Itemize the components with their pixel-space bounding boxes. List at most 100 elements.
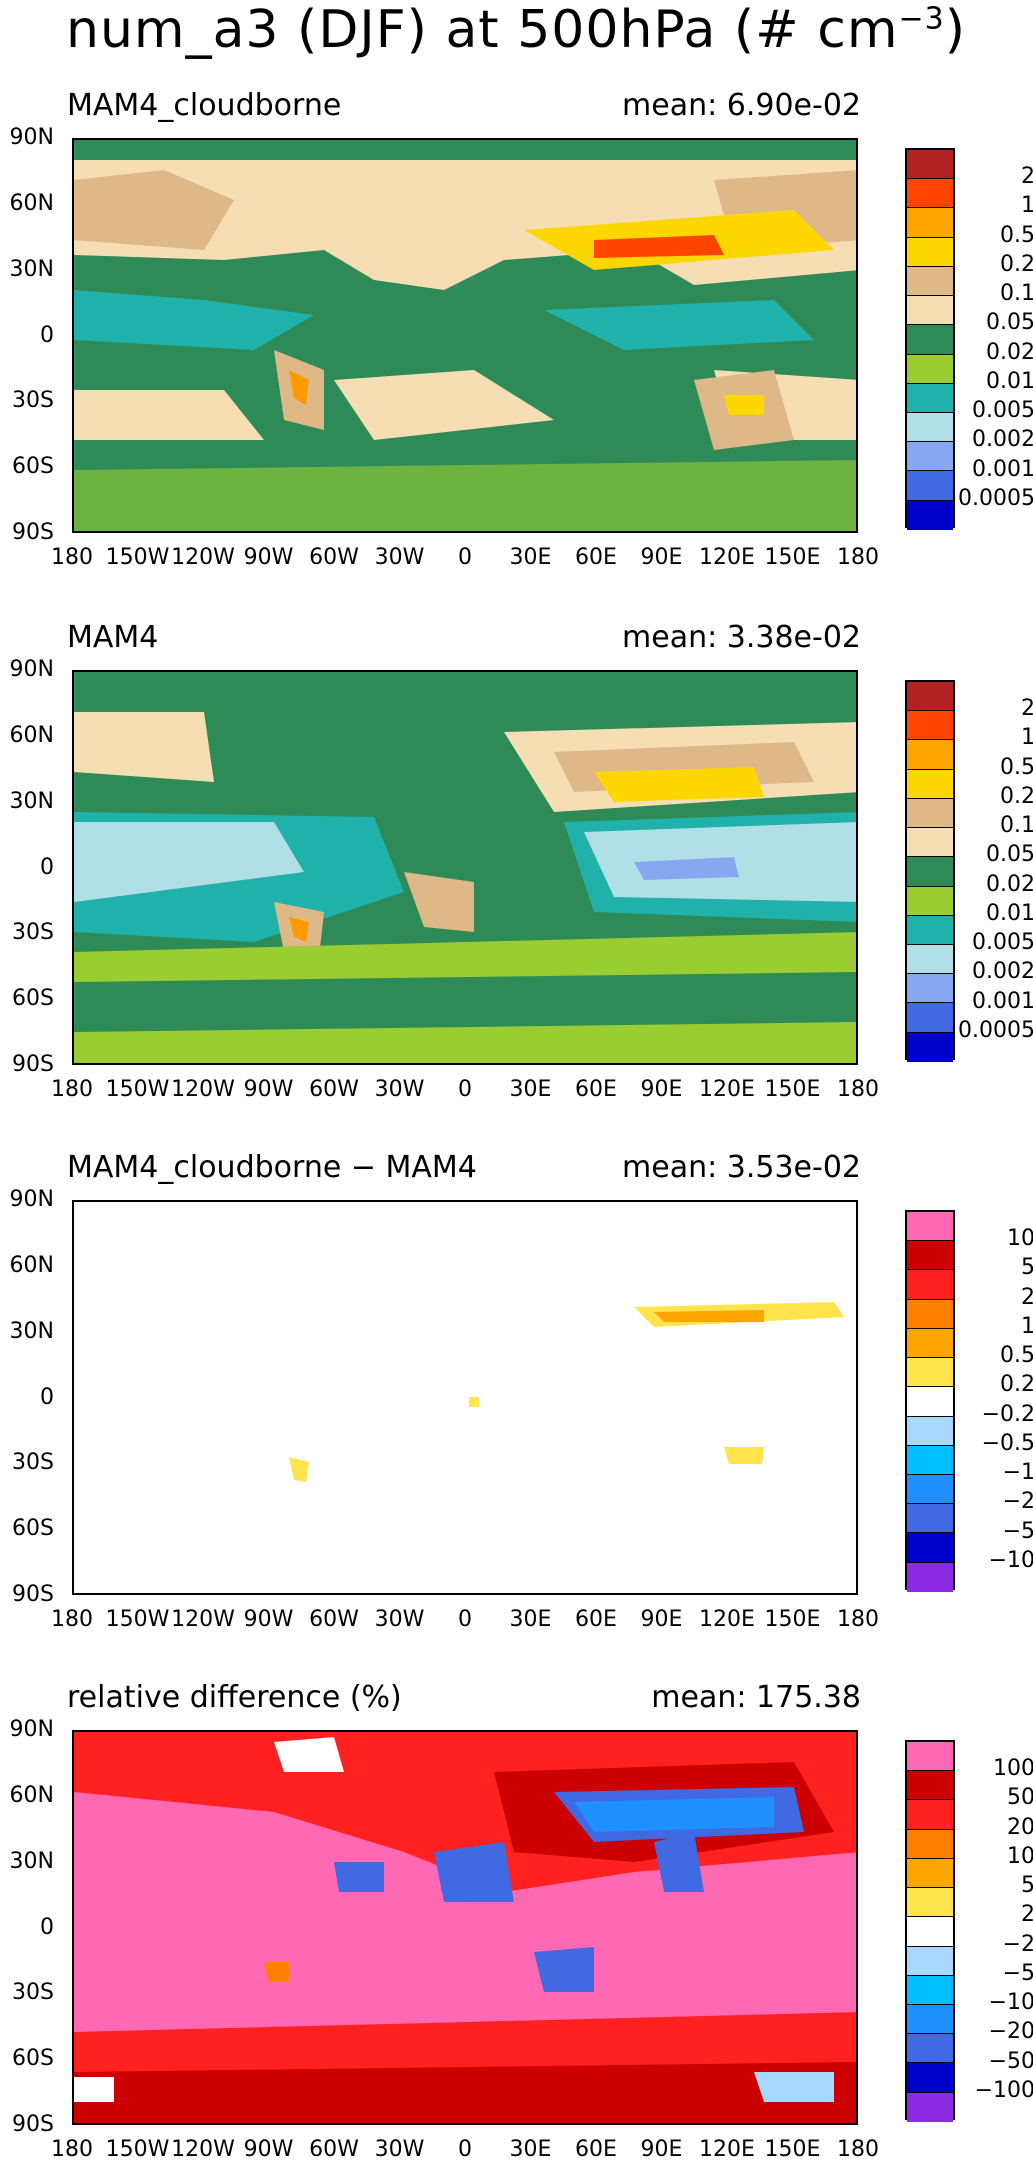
colorbar-label: −100 <box>974 2077 1033 2103</box>
colorbar-label: 0.5 <box>1000 1343 1033 1369</box>
lon-tick-label: 180 <box>51 1077 93 1102</box>
colorbar-label: 50 <box>1007 1785 1033 1811</box>
colorbar-label: 0.001 <box>972 988 1033 1014</box>
colorbar-swatch <box>907 1416 953 1446</box>
lat-tick-label: 30S <box>12 1450 54 1476</box>
panel-title: MAM4 <box>67 620 159 655</box>
colorbar-swatch <box>907 682 953 712</box>
colorbar-swatch <box>907 1358 953 1388</box>
lat-tick-label: 90S <box>12 2112 54 2137</box>
colorbar-swatch <box>907 500 953 530</box>
lat-tick-label: 30S <box>12 388 54 414</box>
colorbar-swatch <box>907 1800 953 1830</box>
colorbar-swatch <box>907 1032 953 1062</box>
panel-mean: mean: 3.38e-02 <box>622 620 861 655</box>
lat-tick-label: 90N <box>9 1187 54 1212</box>
colorbar-swatch <box>907 944 953 975</box>
colorbar-swatch <box>907 296 953 326</box>
colorbar-label: −10 <box>988 1990 1033 2016</box>
lon-tick-label: 150W <box>105 1607 170 1632</box>
lon-tick-label: 150E <box>764 1077 821 1102</box>
panel-title: MAM4_cloudborne <box>67 88 342 123</box>
lon-tick-label: 120E <box>699 1077 755 1102</box>
colorbar-label: 0.1 <box>1000 813 1033 839</box>
lat-tick-label: 0 <box>40 854 54 880</box>
colorbar-swatch <box>907 1742 953 1772</box>
colorbar-label: 0.0005 <box>958 485 1033 511</box>
map-plot <box>72 138 858 533</box>
colorbar-swatch <box>907 1771 953 1801</box>
lon-tick-label: 0 <box>458 545 472 570</box>
lat-tick-label: 0 <box>40 322 54 348</box>
lon-tick-label: 90W <box>243 545 294 570</box>
colorbar-label: 0.2 <box>1000 251 1033 277</box>
lat-tick-label: 90N <box>9 657 54 682</box>
colorbar-label: 0.002 <box>972 427 1033 453</box>
lat-tick-label: 90N <box>9 1717 54 1742</box>
colorbar-label: 2 <box>1021 696 1033 722</box>
colorbar <box>905 680 955 1062</box>
lon-tick-label: 60W <box>309 545 359 570</box>
lat-tick-label: 90S <box>12 520 54 545</box>
colorbar-swatch <box>907 1888 953 1918</box>
lon-tick-label: 150W <box>105 545 170 570</box>
colorbar-swatch <box>907 974 953 1004</box>
lon-tick-label: 180 <box>51 2137 93 2162</box>
lon-tick-label: 120E <box>699 545 755 570</box>
colorbar-label: 20 <box>1007 1814 1033 1840</box>
colorbar-swatch <box>907 325 953 355</box>
lat-tick-label: 60S <box>12 986 54 1012</box>
lon-tick-label: 60E <box>575 545 617 570</box>
colorbar-swatch <box>907 237 953 267</box>
colorbar-label: −1 <box>1002 1460 1033 1486</box>
lat-tick-label: 90S <box>12 1052 54 1077</box>
colorbar-swatch <box>907 442 953 472</box>
colorbar-swatch <box>907 1946 953 1976</box>
lon-tick-label: 0 <box>458 1077 472 1102</box>
colorbar-label: 100 <box>993 1756 1033 1782</box>
colorbar-swatch <box>907 1858 953 1889</box>
colorbar-label: −20 <box>988 2019 1033 2045</box>
colorbar-swatch <box>907 1241 953 1271</box>
lon-tick-label: 180 <box>837 545 879 570</box>
colorbar-label: −5 <box>1002 1960 1033 1986</box>
panel-title: MAM4_cloudborne − MAM4 <box>67 1150 477 1185</box>
lon-tick-label: 120W <box>171 2137 235 2162</box>
colorbar-swatch <box>907 1270 953 1300</box>
lon-tick-label: 180 <box>837 1607 879 1632</box>
colorbar-swatch <box>907 1212 953 1242</box>
lon-tick-label: 60E <box>575 1077 617 1102</box>
colorbar <box>905 1740 955 2122</box>
colorbar-swatch <box>907 1299 953 1329</box>
colorbar-label: 2 <box>1021 164 1033 190</box>
lat-tick-label: 60N <box>9 1252 54 1278</box>
map-plot <box>72 670 858 1065</box>
colorbar-label: 10 <box>1007 1843 1033 1869</box>
figure-title: num_a3 (DJF) at 500hPa (# cm−3) <box>66 0 967 60</box>
lon-tick-label: 180 <box>837 1077 879 1102</box>
colorbar-label: 0.5 <box>1000 222 1033 248</box>
lat-tick-label: 30S <box>12 1980 54 2006</box>
colorbar-swatch <box>907 2004 953 2035</box>
map-plot <box>72 1730 858 2125</box>
lat-tick-label: 30N <box>9 1848 54 1874</box>
lon-tick-label: 90E <box>640 1077 683 1102</box>
colorbar-label: 0.1 <box>1000 281 1033 307</box>
colorbar-swatch <box>907 915 953 945</box>
colorbar-swatch <box>907 266 953 297</box>
panel-mean: mean: 6.90e-02 <box>622 88 861 123</box>
colorbar-label: 1 <box>1021 193 1033 219</box>
lat-tick-label: 60N <box>9 190 54 216</box>
lon-tick-label: 60W <box>309 2137 359 2162</box>
colorbar <box>905 1210 955 1592</box>
colorbar-label: 0.002 <box>972 959 1033 985</box>
colorbar-label: 0.005 <box>972 930 1033 956</box>
colorbar-swatch <box>907 1829 953 1859</box>
lon-tick-label: 150W <box>105 1077 170 1102</box>
colorbar-label: 0.05 <box>986 310 1033 336</box>
colorbar-label: −2 <box>1002 1489 1033 1515</box>
lon-tick-label: 90E <box>640 1607 683 1632</box>
colorbar-swatch <box>907 857 953 887</box>
colorbar-swatch <box>907 1328 953 1359</box>
lat-tick-label: 90N <box>9 125 54 150</box>
